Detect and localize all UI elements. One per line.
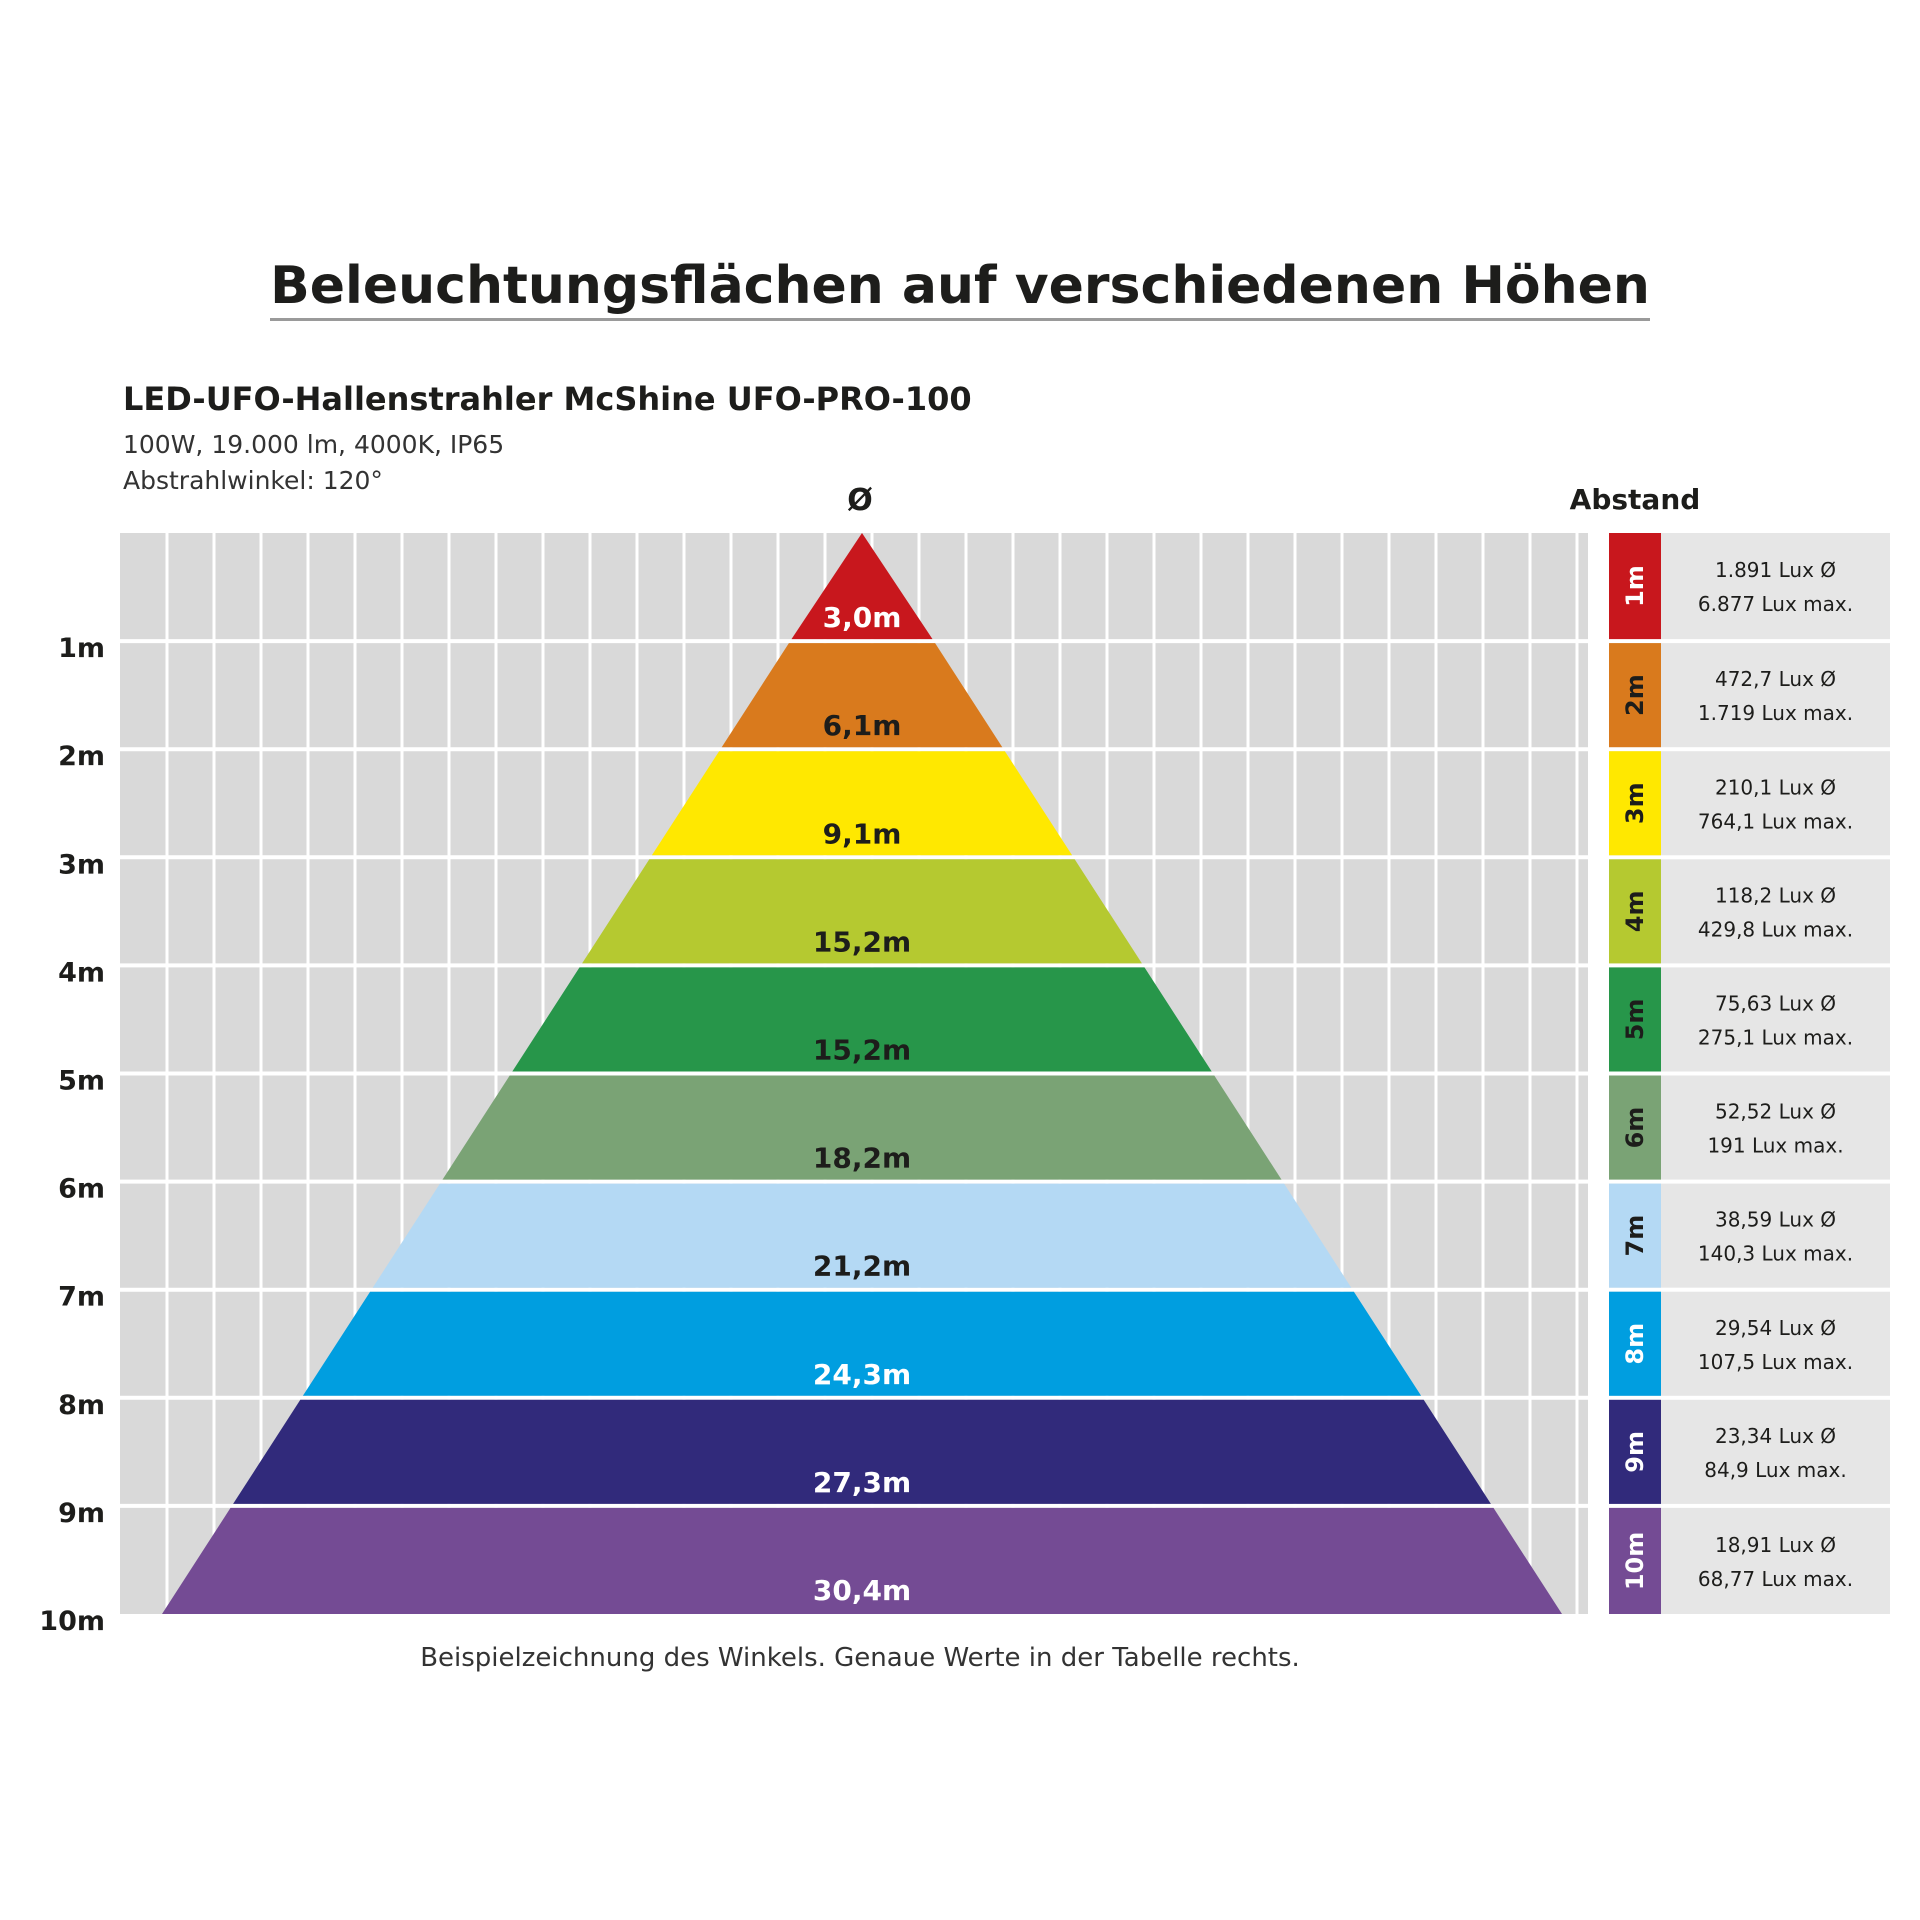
lux-max-8m: 107,5 Lux max. — [1698, 1350, 1853, 1374]
height-label-1m: 1m — [58, 633, 105, 664]
distance-label-9m: 9m — [1621, 1431, 1649, 1473]
height-axis: 1m 2m 3m 4m 5m 6m 7m 8m 9m 10m — [39, 633, 105, 1637]
distance-label-8m: 8m — [1621, 1323, 1649, 1365]
distance-swatch-3m — [1609, 751, 1661, 856]
height-label-6m: 6m — [58, 1174, 105, 1205]
light-cone-pyramid: 3,0m 6,1m 9,1m 15,2m 15,2m 18,2m 21,2m 24,3m 27,… — [162, 533, 1562, 1614]
height-label-7m: 7m — [58, 1282, 105, 1313]
distance-label-10m: 10m — [1621, 1532, 1649, 1590]
diameter-header: Ø — [847, 483, 873, 518]
lux-average-5m: 75,63 Lux Ø — [1715, 991, 1836, 1015]
lux-max-10m: 68,77 Lux max. — [1698, 1567, 1853, 1591]
cone-band-5m — [512, 967, 1212, 1072]
height-label-2m: 2m — [58, 741, 105, 772]
lux-max-4m: 429,8 Lux max. — [1698, 917, 1853, 941]
height-label-8m: 8m — [58, 1390, 105, 1421]
lux-table: 1m 1.891 Lux Ø 6.877 Lux max. 2m 472,7 Lux Ø… — [1609, 533, 1890, 1614]
cone-band-9m — [233, 1399, 1491, 1504]
lux-average-6m: 52,52 Lux Ø — [1715, 1100, 1836, 1124]
lux-average-1m: 1.891 Lux Ø — [1715, 558, 1836, 582]
cone-band-3m — [651, 751, 1073, 856]
diameter-label-9m: 27,3m — [813, 1466, 911, 1499]
lux-max-3m: 764,1 Lux max. — [1698, 809, 1853, 833]
diameter-label-6m: 18,2m — [813, 1142, 911, 1175]
beam-angle: Abstrahlwinkel: 120° — [123, 466, 383, 495]
cone-band-7m — [372, 1183, 1352, 1288]
distance-swatch-5m — [1609, 967, 1661, 1072]
cone-band-10m — [162, 1507, 1562, 1614]
height-label-10m: 10m — [39, 1606, 105, 1637]
lux-max-7m: 140,3 Lux max. — [1698, 1242, 1853, 1266]
distance-swatch-9m — [1609, 1399, 1661, 1504]
diameter-label-1m: 3,0m — [823, 601, 902, 634]
lux-max-2m: 1.719 Lux max. — [1698, 701, 1853, 725]
distance-swatch-2m — [1609, 643, 1661, 748]
height-label-3m: 3m — [58, 849, 105, 880]
lux-average-4m: 118,2 Lux Ø — [1715, 883, 1836, 907]
lux-max-6m: 191 Lux max. — [1707, 1134, 1843, 1158]
cone-band-1m — [791, 533, 933, 640]
distance-label-5m: 5m — [1621, 999, 1649, 1041]
lux-average-8m: 29,54 Lux Ø — [1715, 1316, 1836, 1340]
diameter-label-2m: 6,1m — [823, 709, 902, 742]
diameter-label-5m: 15,2m — [813, 1034, 911, 1067]
distance-label-6m: 6m — [1621, 1107, 1649, 1149]
distance-label-2m: 2m — [1621, 674, 1649, 716]
distance-swatch-7m — [1609, 1183, 1661, 1288]
distance-label-7m: 7m — [1621, 1215, 1649, 1257]
diameter-label-7m: 21,2m — [813, 1250, 911, 1283]
cone-band-2m — [721, 643, 1003, 748]
distance-header: Abstand — [1569, 483, 1701, 516]
diameter-label-4m: 15,2m — [813, 925, 911, 958]
lux-max-1m: 6.877 Lux max. — [1698, 592, 1853, 616]
distance-swatch-6m — [1609, 1075, 1661, 1180]
lux-average-3m: 210,1 Lux Ø — [1715, 775, 1836, 799]
distance-swatch-4m — [1609, 859, 1661, 964]
cone-band-6m — [442, 1075, 1282, 1180]
distance-label-4m: 4m — [1621, 890, 1649, 932]
diameter-label-8m: 24,3m — [813, 1358, 911, 1391]
diameter-label-3m: 9,1m — [823, 817, 902, 850]
cone-band-8m — [302, 1291, 1422, 1396]
footnote: Beispielzeichnung des Winkels. Genaue We… — [420, 1643, 1300, 1673]
distance-swatch-8m — [1609, 1291, 1661, 1396]
page-title-text: Beleuchtungsflächen auf verschiedenen Hö… — [270, 256, 1650, 321]
product-specs: 100W, 19.000 lm, 4000K, IP65 — [123, 430, 505, 459]
lux-max-5m: 275,1 Lux max. — [1698, 1025, 1853, 1049]
distance-label-3m: 3m — [1621, 782, 1649, 824]
product-name: LED-UFO-Hallenstrahler McShine UFO-PRO-1… — [123, 380, 972, 418]
distance-label-1m: 1m — [1621, 565, 1649, 607]
lux-average-10m: 18,91 Lux Ø — [1715, 1533, 1836, 1557]
height-label-4m: 4m — [58, 957, 105, 988]
page-title: Beleuchtungsflächen auf verschiedenen Hö… — [0, 256, 1920, 321]
height-label-9m: 9m — [58, 1498, 105, 1529]
cone-band-4m — [582, 859, 1142, 964]
diameter-label-10m: 30,4m — [813, 1574, 911, 1607]
distance-swatch-1m — [1609, 533, 1661, 640]
distance-swatch-10m — [1609, 1507, 1661, 1614]
lux-average-2m: 472,7 Lux Ø — [1715, 667, 1836, 691]
lux-average-9m: 23,34 Lux Ø — [1715, 1424, 1836, 1448]
height-label-5m: 5m — [58, 1066, 105, 1097]
lux-average-7m: 38,59 Lux Ø — [1715, 1208, 1836, 1232]
lux-max-9m: 84,9 Lux max. — [1704, 1458, 1846, 1482]
